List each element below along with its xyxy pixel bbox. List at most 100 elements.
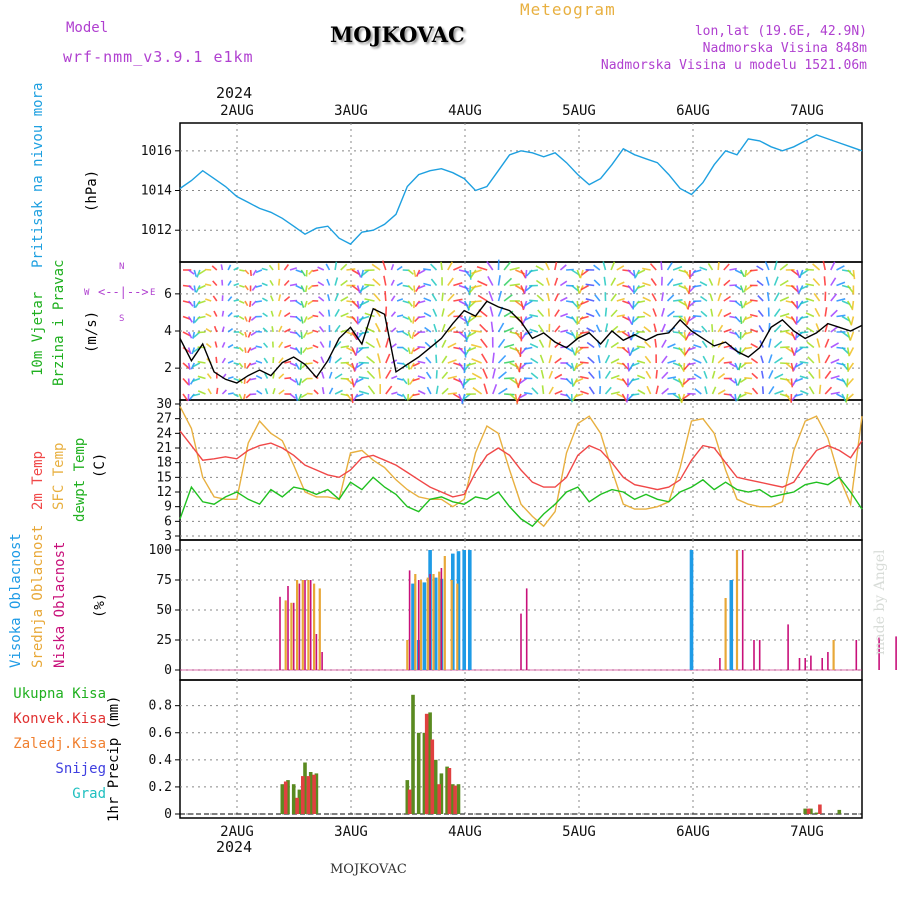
y-tick-label: 15 <box>156 470 172 485</box>
wind-arrow <box>492 352 495 364</box>
y-tick-label: 9 <box>164 500 172 515</box>
wind-arrow <box>396 362 404 365</box>
wind-arrow <box>233 299 240 302</box>
wind-arrow <box>289 283 298 287</box>
wind-arrow <box>417 300 426 304</box>
wind-arrow <box>497 290 503 302</box>
wind-arrow <box>738 362 742 371</box>
wind-arrow <box>773 292 780 302</box>
mid-cloud-bar <box>301 580 304 670</box>
wind-arrow <box>729 267 737 271</box>
wind-arrow <box>703 370 708 379</box>
mid-cloud-bar <box>450 580 453 670</box>
wind-arrow <box>364 298 375 302</box>
wind-arrow <box>666 294 675 302</box>
wind-arrow <box>356 300 360 310</box>
wind-arrow <box>737 378 742 386</box>
wind-arrow <box>734 362 739 371</box>
wind-arrow <box>539 354 545 364</box>
y-tick-label: 6 <box>164 287 172 302</box>
wind-arrow <box>447 392 458 395</box>
wind-arrow <box>441 371 449 380</box>
wind-arrow <box>441 355 448 364</box>
wind-arrow <box>415 269 421 277</box>
wind-arrow <box>307 300 314 305</box>
wind-arrow <box>779 279 789 287</box>
y-tick-label: 0.6 <box>149 726 172 741</box>
wind-arrow <box>717 261 720 271</box>
total-precip-bar <box>405 780 410 814</box>
wind-arrow <box>417 346 426 349</box>
wind-arrow <box>435 354 438 364</box>
wind-arrow <box>816 338 821 348</box>
wind-arrow <box>560 329 569 333</box>
wind-arrow <box>785 346 794 353</box>
wind-arrow <box>631 316 635 326</box>
wind-arrow <box>687 346 696 351</box>
wind-arrow <box>642 311 652 318</box>
sfc-label: SFC Temp <box>51 442 67 510</box>
wind-arrow <box>353 378 359 387</box>
wind-arrow <box>346 268 356 271</box>
wind-arrow <box>197 284 206 290</box>
wind-arrow <box>717 277 721 286</box>
wind-arrow <box>458 269 470 274</box>
wind-arrow <box>627 347 631 357</box>
wind-arrow <box>847 269 855 277</box>
wind-arrow <box>604 338 610 348</box>
wind-arrow <box>768 354 773 364</box>
wind-arrow <box>711 386 717 395</box>
elevation-text: Nadmorska Visina 848m <box>702 41 867 56</box>
wind-arrow <box>522 316 528 325</box>
wind-arrow <box>774 389 784 395</box>
wind-arrow <box>587 356 595 364</box>
wind-arrow <box>409 378 415 385</box>
wind-arrow <box>246 377 252 384</box>
wind-arrow <box>830 342 840 349</box>
wind-arrow <box>503 343 515 349</box>
wind-arrow <box>846 331 851 341</box>
wind-arrow <box>435 370 438 379</box>
wind-arrow <box>604 354 611 364</box>
wind-arrow <box>205 298 212 302</box>
wind-arrow <box>749 269 758 272</box>
wind-arrow <box>739 316 743 324</box>
wind-arrow <box>295 347 301 354</box>
low-cloud-bar <box>408 570 411 670</box>
wind-arrow <box>192 316 196 324</box>
wind-arrow <box>269 279 274 286</box>
wind-arrow <box>631 346 640 353</box>
bottom-day-label: 3AUG <box>334 824 368 840</box>
wind-arrow <box>390 311 397 318</box>
wind-arrow <box>610 277 617 286</box>
low-cloud-bar <box>855 640 858 670</box>
mid-cloud-bar <box>290 602 293 670</box>
wind-arrow <box>247 331 252 338</box>
wind-arrow <box>546 292 550 302</box>
wind-arrow <box>535 279 544 287</box>
wind-arrow <box>604 370 611 379</box>
wind-arrow <box>306 362 313 365</box>
total-precip-bar <box>416 732 421 815</box>
wind-arrow <box>328 371 333 379</box>
compass-cross: <--|--> <box>98 285 149 299</box>
wind-arrow <box>213 310 218 317</box>
mid-cloud-bar <box>307 580 310 670</box>
wind-arrow <box>756 265 764 271</box>
wind-arrow <box>191 347 196 355</box>
wind-arrow <box>574 347 579 356</box>
wind-arrow <box>325 263 331 271</box>
wind-arrow <box>294 362 300 370</box>
wind-arrow <box>750 343 758 349</box>
wind-arrow <box>447 359 457 364</box>
wind-arrow <box>441 339 447 348</box>
wind-arrow <box>216 387 219 395</box>
wind-arrow <box>768 385 775 395</box>
wind-arrow <box>189 378 195 385</box>
wind-arrow <box>308 269 314 275</box>
wind-arrow <box>693 373 702 380</box>
wind-arrow <box>717 324 724 333</box>
temp2m-label: 2m Temp <box>30 450 46 510</box>
wind-arrow <box>312 344 319 349</box>
wind-arrow <box>283 264 290 271</box>
